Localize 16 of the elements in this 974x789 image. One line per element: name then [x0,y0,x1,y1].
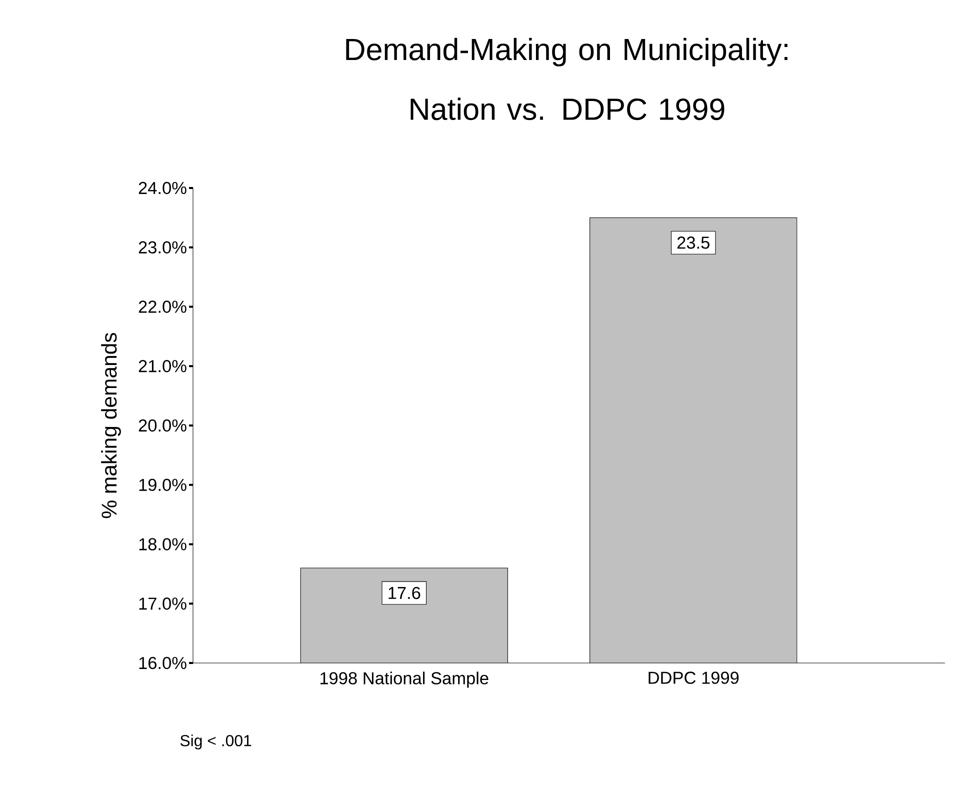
x-tick-label: 1998 National Sample [320,672,488,688]
x-tick-label: DDPC 1999 [648,672,739,684]
data-label: 23.5 [677,236,710,249]
y-tick-label: 23.0% [138,241,186,254]
y-tick-label: 21.0% [138,360,186,372]
y-tick-label: 16.0% [139,656,186,670]
y-tick-label: 20.0% [138,419,186,432]
y-tick-label: 18.0% [139,538,186,550]
y-tick-label: 19.0% [139,478,186,491]
y-axis-title: % making demands [101,332,121,518]
y-tick-label: 22.0% [138,300,186,313]
data-label: 17.6 [388,586,420,600]
y-tick-label: 17.0% [139,598,186,610]
chart-title: Demand-Making on Municipality: Nation vs. DDPC 1999 [346,38,788,120]
y-tick-label: 24.0% [138,182,186,194]
text: Sig < .001 [180,734,252,750]
